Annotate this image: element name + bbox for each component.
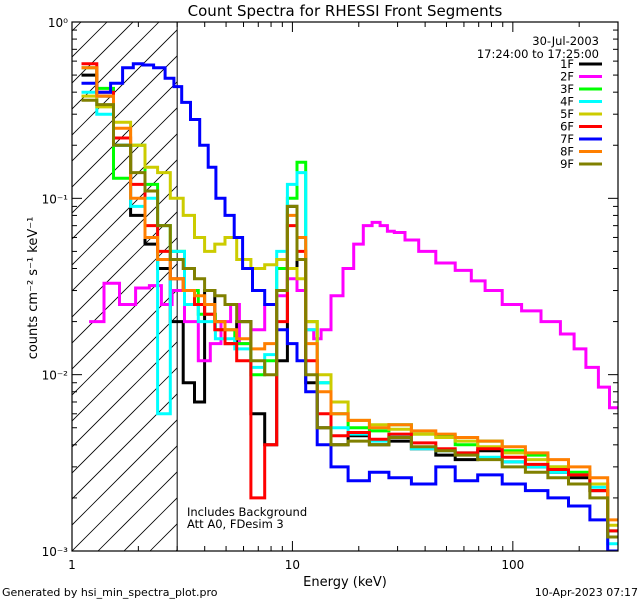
legend-label-3f: 3F xyxy=(560,82,574,96)
y-tick-label: 10⁻³ xyxy=(42,545,69,559)
legend-label-2f: 2F xyxy=(560,70,574,84)
legend-label-7f: 7F xyxy=(560,132,574,146)
date-range-label: 17:24:00 to 17:25:00 xyxy=(477,47,599,61)
hatch-line xyxy=(72,185,178,292)
y-axis-ticks: 10⁰ 10⁻¹ 10⁻² 10⁻³ xyxy=(42,16,618,559)
hatch-line xyxy=(72,237,178,344)
legend-label-8f: 8F xyxy=(560,145,574,159)
hatch-line xyxy=(618,22,640,551)
y-axis-label: counts cm⁻² s⁻¹ keV⁻¹ xyxy=(26,217,41,360)
x-tick-label: 100 xyxy=(501,558,524,572)
x-tick-label: 10 xyxy=(285,558,300,572)
legend-label-5f: 5F xyxy=(560,107,574,121)
series-line-9f xyxy=(81,98,618,539)
legend-label-6f: 6F xyxy=(560,120,574,134)
y-tick-label: 10⁰ xyxy=(48,16,68,30)
date-range-label: 30-Jul-2003 xyxy=(532,34,599,48)
hatch-line xyxy=(72,107,178,214)
x-axis-label: Energy (keV) xyxy=(303,575,387,590)
y-tick-label: 10⁻² xyxy=(42,369,69,383)
plot-note: Includes Background xyxy=(187,505,307,519)
chart-title: Count Spectra for RHESSI Front Segments xyxy=(188,2,503,20)
hatch-line xyxy=(72,263,178,370)
x-axis-ticks: 1 10 100 xyxy=(68,22,619,572)
hatch-line xyxy=(72,393,178,500)
footer-generated-by: Generated by hsi_min_spectra_plot.pro xyxy=(2,586,218,599)
x-tick-label: 1 xyxy=(68,558,76,572)
legend-label-4f: 4F xyxy=(560,95,574,109)
series-line-7f xyxy=(81,62,618,551)
hatch-line xyxy=(72,81,178,188)
series-line-2f xyxy=(89,220,618,410)
plot-frame xyxy=(71,21,619,552)
hatch-line xyxy=(72,341,178,448)
hatch-line xyxy=(72,445,178,551)
footer-timestamp: 10-Apr-2023 07:17 xyxy=(535,586,638,599)
y-tick-label: 10⁻¹ xyxy=(42,192,69,206)
legend-label-1f: 1F xyxy=(560,57,574,71)
plot-note: Att A0, FDesim 3 xyxy=(187,517,284,531)
series-group xyxy=(81,62,618,551)
hatch-line xyxy=(72,315,178,422)
hatch-line xyxy=(72,55,178,162)
hatch-line xyxy=(72,419,178,526)
series-line-4f xyxy=(81,90,618,546)
legend-label-9f: 9F xyxy=(560,157,574,171)
hatch-line xyxy=(72,367,178,474)
